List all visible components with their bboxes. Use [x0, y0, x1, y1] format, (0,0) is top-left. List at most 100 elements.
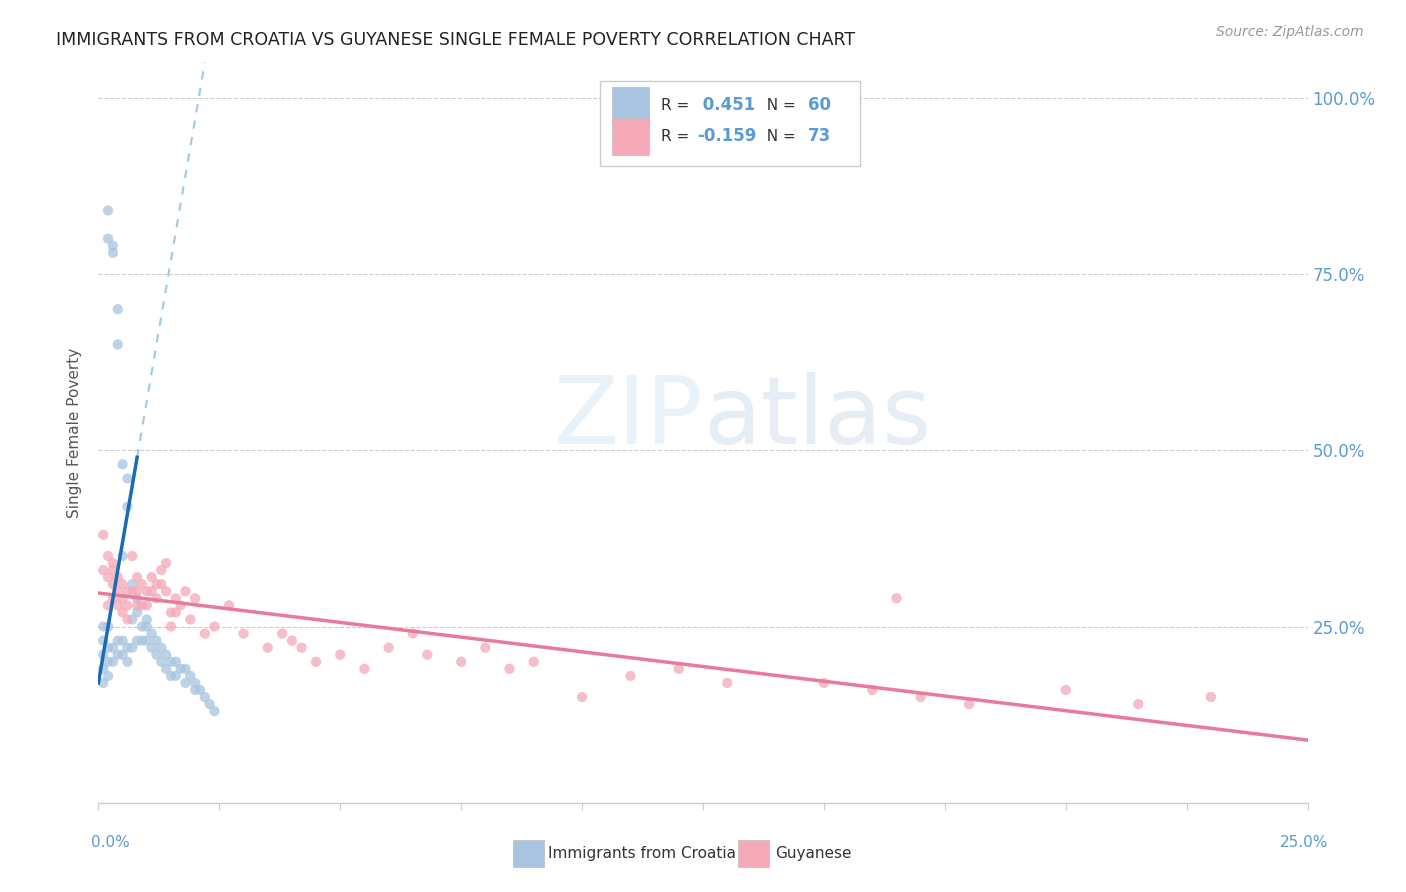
Point	[416, 648, 439, 662]
Point	[121, 612, 143, 626]
Point	[131, 633, 153, 648]
Point	[169, 662, 191, 676]
Point	[198, 697, 221, 711]
Point	[117, 471, 139, 485]
Point	[97, 570, 120, 584]
Point	[111, 549, 134, 563]
Point	[155, 584, 177, 599]
Text: 73: 73	[808, 128, 831, 145]
Point	[290, 640, 312, 655]
Point	[135, 599, 157, 613]
Text: R =: R =	[661, 98, 693, 113]
Point	[131, 577, 153, 591]
Point	[127, 584, 149, 599]
Point	[127, 606, 149, 620]
Point	[957, 697, 980, 711]
Point	[107, 584, 129, 599]
Point	[160, 655, 183, 669]
Point	[281, 633, 304, 648]
Point	[91, 676, 114, 690]
Text: 60: 60	[808, 96, 831, 114]
Point	[107, 337, 129, 351]
Point	[101, 556, 124, 570]
Point	[160, 619, 183, 633]
Point	[498, 662, 520, 676]
Point	[188, 683, 211, 698]
Point	[377, 640, 399, 655]
Point	[121, 640, 143, 655]
Point	[101, 640, 124, 655]
Point	[571, 690, 593, 704]
Text: N =: N =	[758, 98, 801, 113]
Point	[1054, 683, 1077, 698]
Point	[131, 599, 153, 613]
Point	[91, 648, 114, 662]
Point	[111, 648, 134, 662]
Point	[97, 669, 120, 683]
Text: 0.451: 0.451	[697, 96, 755, 114]
FancyBboxPatch shape	[600, 81, 860, 166]
Point	[155, 648, 177, 662]
Point	[121, 577, 143, 591]
Point	[271, 626, 294, 640]
Point	[218, 599, 240, 613]
FancyBboxPatch shape	[613, 87, 648, 124]
Point	[150, 640, 173, 655]
Point	[97, 232, 120, 246]
Point	[131, 619, 153, 633]
Point	[117, 655, 139, 669]
Point	[111, 633, 134, 648]
Text: IMMIGRANTS FROM CROATIA VS GUYANESE SINGLE FEMALE POVERTY CORRELATION CHART: IMMIGRANTS FROM CROATIA VS GUYANESE SING…	[56, 31, 855, 49]
Point	[107, 633, 129, 648]
Point	[1199, 690, 1222, 704]
Point	[256, 640, 278, 655]
Point	[150, 577, 173, 591]
Point	[145, 591, 167, 606]
Point	[184, 676, 207, 690]
Point	[141, 584, 163, 599]
Point	[101, 577, 124, 591]
Y-axis label: Single Female Poverty: Single Female Poverty	[67, 348, 83, 517]
Point	[165, 591, 187, 606]
Point	[716, 676, 738, 690]
Text: atlas: atlas	[703, 372, 931, 464]
Point	[474, 640, 496, 655]
Point	[204, 619, 226, 633]
Point	[97, 549, 120, 563]
Point	[523, 655, 546, 669]
Point	[619, 669, 641, 683]
Point	[111, 606, 134, 620]
Point	[107, 570, 129, 584]
Point	[127, 570, 149, 584]
Point	[155, 556, 177, 570]
Point	[135, 612, 157, 626]
Point	[107, 302, 129, 317]
Point	[127, 633, 149, 648]
Point	[101, 563, 124, 577]
Point	[305, 655, 328, 669]
Point	[91, 619, 114, 633]
Point	[121, 584, 143, 599]
Point	[117, 612, 139, 626]
Point	[127, 599, 149, 613]
Point	[145, 633, 167, 648]
Point	[160, 669, 183, 683]
Point	[860, 683, 883, 698]
Point	[135, 584, 157, 599]
Point	[329, 648, 352, 662]
Point	[101, 591, 124, 606]
Point	[150, 563, 173, 577]
Point	[127, 591, 149, 606]
Point	[97, 640, 120, 655]
Point	[135, 619, 157, 633]
Point	[165, 606, 187, 620]
Point	[184, 591, 207, 606]
Point	[204, 704, 226, 718]
Point	[179, 669, 201, 683]
Point	[169, 599, 191, 613]
Point	[117, 640, 139, 655]
Point	[145, 648, 167, 662]
Point	[97, 619, 120, 633]
Point	[91, 563, 114, 577]
Text: Guyanese: Guyanese	[775, 847, 851, 861]
